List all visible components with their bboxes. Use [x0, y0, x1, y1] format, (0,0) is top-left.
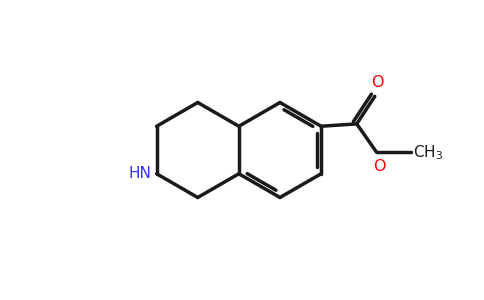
Text: CH$_3$: CH$_3$: [413, 143, 443, 162]
Text: O: O: [373, 160, 386, 175]
Text: O: O: [371, 75, 383, 90]
Text: HN: HN: [128, 166, 151, 181]
